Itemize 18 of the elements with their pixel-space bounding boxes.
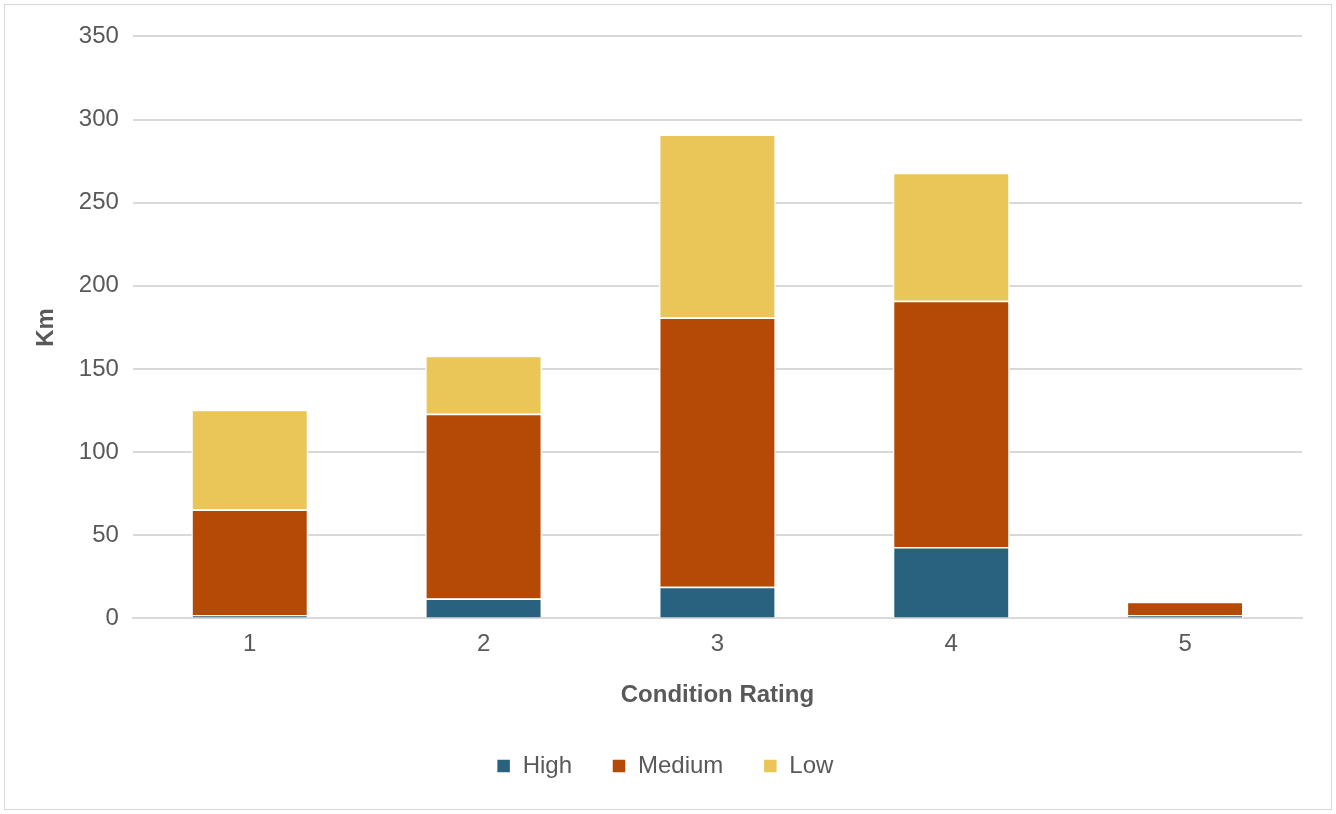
legend-label: Medium [637, 750, 724, 778]
y-axis-title: Km [31, 308, 59, 347]
x-tick-label: 2 [476, 629, 491, 657]
x-axis-title: Condition Rating [620, 680, 815, 708]
y-tick-label: 150 [78, 353, 119, 381]
legend-label: Low [789, 750, 835, 778]
y-tick-label: 300 [78, 104, 119, 132]
x-tick-label: 5 [1178, 629, 1192, 657]
y-tick-label: 350 [78, 21, 119, 49]
x-tick-label: 4 [944, 629, 958, 657]
y-tick-label: 100 [78, 436, 119, 464]
legend-label: High [522, 750, 572, 778]
y-tick-label: 0 [105, 603, 119, 631]
x-tick-label: 1 [243, 629, 257, 657]
y-tick-label: 50 [92, 519, 119, 547]
y-tick-label: 200 [78, 270, 119, 298]
x-tick-label: 3 [710, 629, 725, 657]
y-tick-label: 250 [78, 187, 119, 215]
